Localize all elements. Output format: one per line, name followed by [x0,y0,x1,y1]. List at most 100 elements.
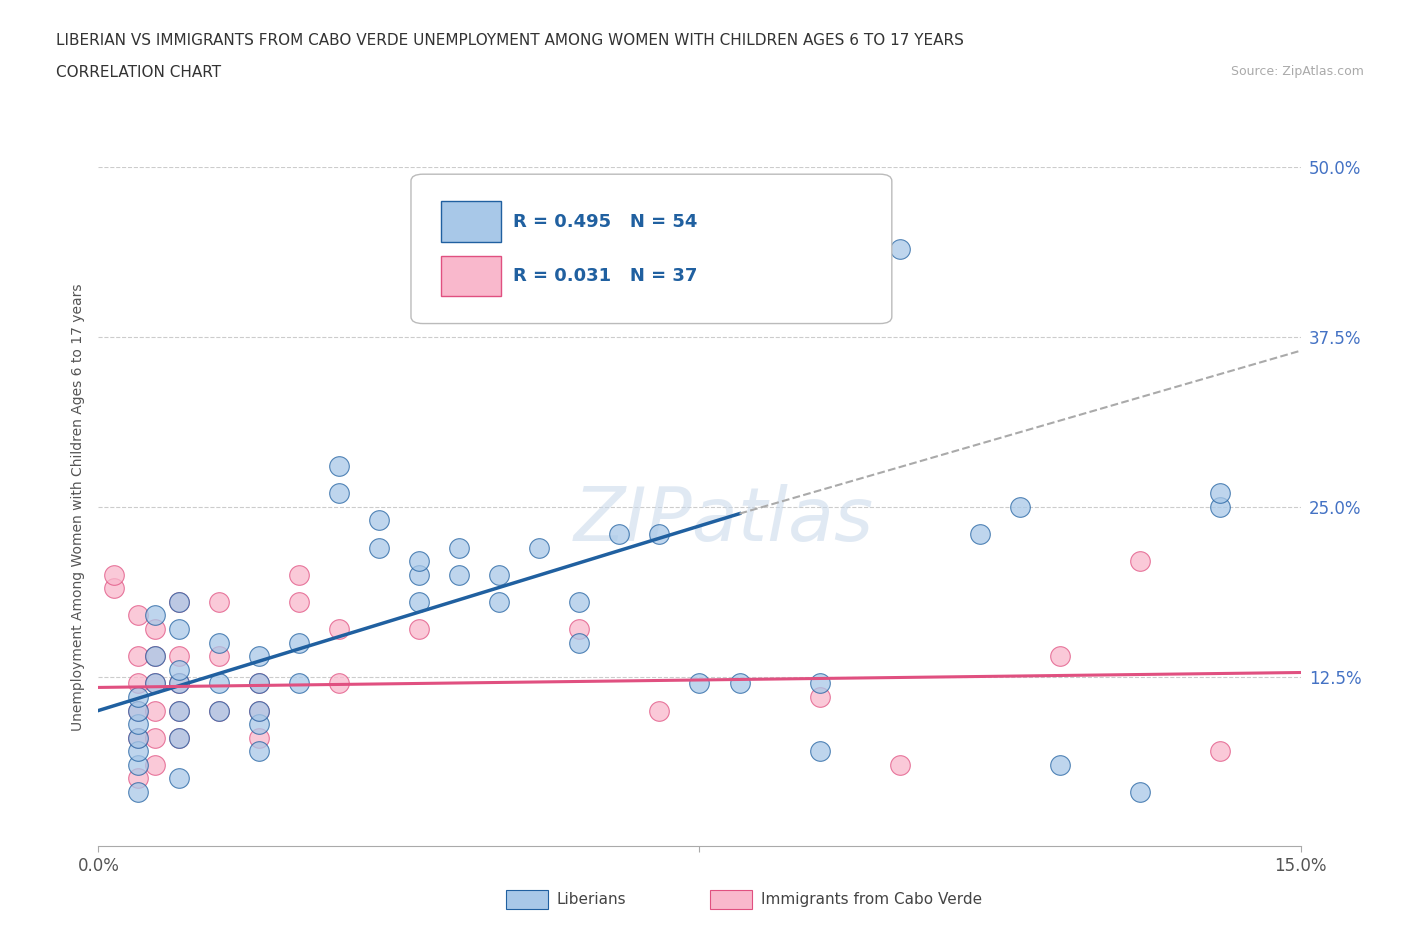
Point [368,513,391,528]
Point [128,730,150,745]
Point [1129,553,1152,568]
Point [167,621,190,636]
Point [208,703,231,718]
Point [167,771,190,786]
Point [143,676,166,691]
Point [808,744,831,759]
Text: ZIPatlas: ZIPatlas [574,485,873,556]
Point [128,757,150,772]
Point [128,703,150,718]
Point [609,526,631,541]
Point [1049,649,1071,664]
Point [208,635,231,650]
Point [167,594,190,609]
Point [368,540,391,555]
Point [288,594,311,609]
Point [247,676,270,691]
Point [208,594,231,609]
Point [288,635,311,650]
Point [167,662,190,677]
Point [247,744,270,759]
Point [488,567,510,582]
Text: LIBERIAN VS IMMIGRANTS FROM CABO VERDE UNEMPLOYMENT AMONG WOMEN WITH CHILDREN AG: LIBERIAN VS IMMIGRANTS FROM CABO VERDE U… [56,33,965,47]
Point [128,649,150,664]
Point [447,540,470,555]
Point [143,649,166,664]
Point [128,608,150,623]
Point [167,730,190,745]
Point [808,676,831,691]
Point [328,485,350,500]
Point [208,649,231,664]
Point [128,689,150,704]
Point [808,689,831,704]
Text: R = 0.495   N = 54: R = 0.495 N = 54 [513,213,697,231]
Point [1129,785,1152,800]
Point [648,703,671,718]
Text: Source: ZipAtlas.com: Source: ZipAtlas.com [1230,65,1364,78]
Point [128,676,150,691]
Point [167,730,190,745]
Point [247,649,270,664]
Point [1209,744,1232,759]
Point [288,676,311,691]
Point [1010,499,1032,514]
Point [247,703,270,718]
Bar [441,202,501,242]
Point [167,703,190,718]
Point [568,594,591,609]
Point [143,649,166,664]
Point [328,621,350,636]
Point [969,526,991,541]
Point [488,594,510,609]
Point [408,594,430,609]
Text: CORRELATION CHART: CORRELATION CHART [56,65,221,80]
Point [128,744,150,759]
Point [143,608,166,623]
Point [247,717,270,732]
Point [103,581,125,596]
Text: Immigrants from Cabo Verde: Immigrants from Cabo Verde [761,892,981,907]
Point [1049,757,1071,772]
Point [648,526,671,541]
Point [328,676,350,691]
Point [728,676,751,691]
Point [1209,499,1232,514]
Point [568,635,591,650]
Point [143,757,166,772]
Point [889,242,911,257]
Point [167,649,190,664]
Point [167,676,190,691]
Point [447,567,470,582]
Y-axis label: Unemployment Among Women with Children Ages 6 to 17 years: Unemployment Among Women with Children A… [72,283,86,731]
Point [247,703,270,718]
Point [529,540,551,555]
Point [568,621,591,636]
Point [247,730,270,745]
Point [408,553,430,568]
Point [288,567,311,582]
Point [408,621,430,636]
Point [128,785,150,800]
Point [689,676,711,691]
Text: Liberians: Liberians [557,892,627,907]
Point [247,676,270,691]
Text: R = 0.031   N = 37: R = 0.031 N = 37 [513,267,697,285]
Point [167,676,190,691]
Point [328,458,350,473]
Point [167,703,190,718]
Bar [441,256,501,297]
FancyBboxPatch shape [411,174,891,324]
Point [128,730,150,745]
Point [1209,485,1232,500]
Point [128,771,150,786]
Point [143,730,166,745]
Point [128,703,150,718]
Point [128,717,150,732]
Point [143,621,166,636]
Point [143,676,166,691]
Point [208,703,231,718]
Point [143,703,166,718]
Point [103,567,125,582]
Point [208,676,231,691]
